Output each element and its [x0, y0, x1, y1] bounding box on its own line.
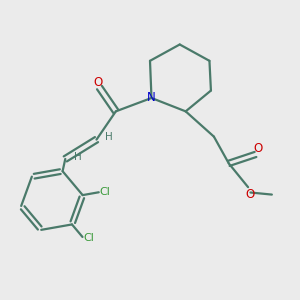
- Text: O: O: [245, 188, 254, 201]
- Text: O: O: [254, 142, 263, 155]
- Text: H: H: [105, 132, 113, 142]
- Text: H: H: [74, 152, 82, 162]
- Text: N: N: [147, 92, 156, 104]
- Text: O: O: [93, 76, 103, 89]
- Text: Cl: Cl: [84, 233, 94, 243]
- Text: Cl: Cl: [100, 187, 111, 197]
